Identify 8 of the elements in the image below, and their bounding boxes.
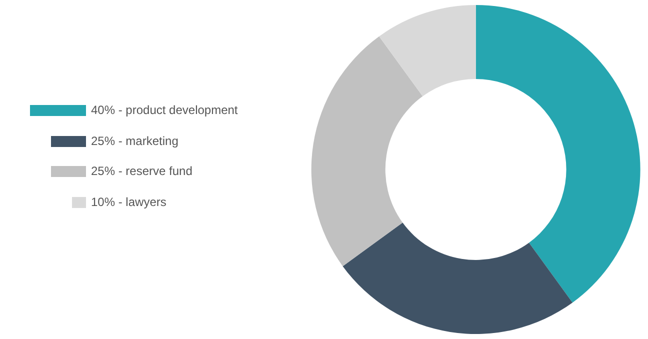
donut-slice: [476, 5, 640, 303]
legend-label: 25% - reserve fund: [91, 164, 192, 179]
donut-slice: [342, 222, 573, 334]
donut-slice: [379, 5, 476, 96]
legend-label: 25% - marketing: [91, 134, 178, 148]
legend-label: 40% - product development: [91, 103, 238, 118]
donut-slice: [311, 36, 423, 266]
legend-label: 10% - lawyers: [91, 194, 166, 210]
